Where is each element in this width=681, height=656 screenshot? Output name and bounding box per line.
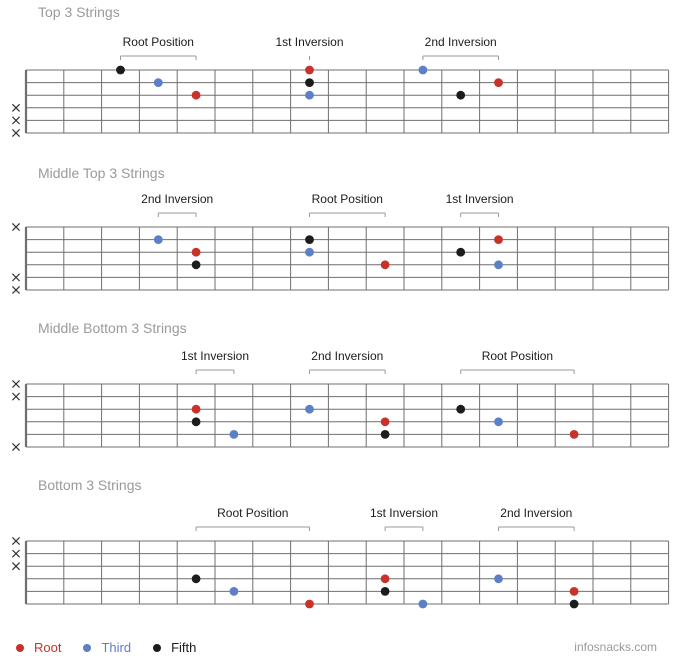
group-label: Root Position [482, 349, 553, 363]
note-dot-fifth [191, 417, 201, 427]
group-label: 1st Inversion [370, 506, 438, 520]
mute-x-icon [11, 273, 21, 282]
note-dot-root [191, 404, 201, 414]
note-dot-root [191, 90, 201, 100]
note-dot-third [153, 78, 163, 87]
note-dot-fifth [456, 90, 466, 100]
note-dot-fifth [191, 574, 201, 584]
note-dot-root [305, 65, 314, 75]
mute-x-icon [11, 222, 21, 232]
section-title-top: Top 3 Strings [38, 4, 120, 20]
note-dot-fifth [380, 587, 390, 596]
mute-x-icon [11, 562, 21, 571]
mute-x-icon [11, 536, 21, 546]
group-label: 2nd Inversion [500, 506, 572, 520]
group-label: 1st Inversion [446, 192, 514, 206]
mute-x-icon [11, 116, 21, 125]
note-dot-root [569, 430, 579, 439]
group-label: 2nd Inversion [311, 349, 383, 363]
group-label: Root Position [123, 35, 194, 49]
mute-x-icon [11, 549, 21, 558]
legend-item-root: Root [16, 640, 61, 655]
group-label: Root Position [312, 192, 383, 206]
note-dot-root [191, 247, 201, 257]
note-dot-fifth [116, 65, 125, 75]
group-label: 1st Inversion [181, 349, 249, 363]
note-dot-fifth [191, 260, 201, 270]
note-dot-root [380, 260, 390, 270]
mute-x-icon [11, 442, 21, 452]
legend-label-root: Root [34, 640, 62, 655]
legend-item-fifth: Fifth [153, 640, 196, 655]
note-dot-third [229, 430, 239, 439]
note-dot-third [418, 65, 428, 75]
note-dot-fifth [569, 599, 579, 609]
section-title-middle-top: Middle Top 3 Strings [38, 165, 165, 181]
note-dot-third [494, 260, 503, 270]
mute-x-icon [11, 392, 21, 401]
legend-dot-root [16, 643, 24, 652]
credit-text: infosnacks.com [574, 640, 657, 654]
legend-dot-fifth [153, 643, 162, 652]
note-dot-third [153, 235, 163, 245]
group-label: 2nd Inversion [141, 192, 213, 206]
mute-x-icon [11, 379, 21, 389]
note-dot-fifth [456, 247, 466, 257]
note-dot-third [418, 599, 428, 609]
group-label: 2nd Inversion [425, 35, 497, 49]
note-dot-third [305, 247, 314, 257]
fretboard-diagrams: Root Position 1st Inversion 2nd Inversion 2… [11, 35, 670, 609]
legend-label-third: Third [101, 640, 132, 655]
legend-dot-third [83, 643, 92, 652]
note-dot-root [380, 574, 390, 584]
mute-x-icon [11, 103, 21, 112]
note-dot-third [494, 417, 503, 427]
group-label: Root Position [217, 506, 288, 520]
mute-x-icon [11, 285, 21, 295]
note-dot-third [305, 404, 314, 414]
legend-item-third: Third [83, 640, 131, 655]
note-dot-root [569, 587, 579, 596]
note-dot-root [305, 599, 314, 609]
note-dot-third [229, 587, 239, 596]
note-dot-fifth [456, 404, 466, 414]
note-dot-root [380, 417, 390, 427]
section-title-middle-bottom: Middle Bottom 3 Strings [38, 320, 187, 336]
legend: Root Third Fifth [16, 640, 218, 655]
note-dot-fifth [380, 430, 390, 439]
section-title-bottom: Bottom 3 Strings [38, 477, 142, 493]
group-label: 1st Inversion [275, 35, 343, 49]
mute-x-icon [11, 128, 21, 138]
note-dot-fifth [305, 235, 314, 245]
note-dot-third [305, 90, 314, 100]
note-dot-fifth [305, 78, 314, 87]
note-dot-root [494, 235, 503, 245]
note-dot-third [494, 574, 503, 584]
legend-label-fifth: Fifth [171, 640, 197, 655]
note-dot-root [494, 78, 503, 87]
